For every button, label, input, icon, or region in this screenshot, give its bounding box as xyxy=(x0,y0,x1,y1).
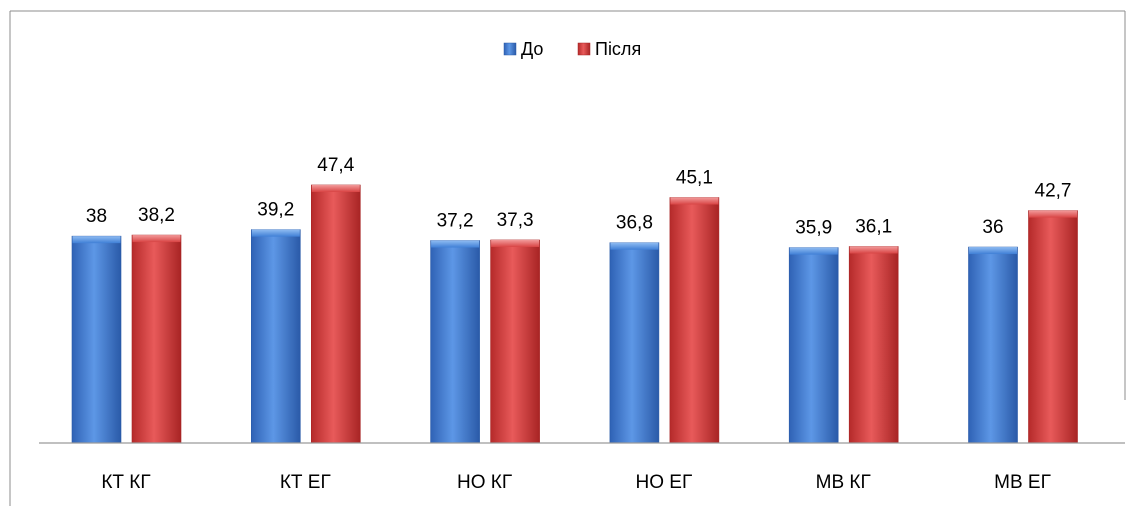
value-label-before-0: 38 xyxy=(86,206,107,227)
bar-cap-after-5 xyxy=(1029,210,1077,218)
bar-after-5 xyxy=(1028,210,1078,444)
bar-cap-after-4 xyxy=(849,246,898,254)
value-label-after-3: 45,1 xyxy=(676,168,713,189)
category-label-5: МВ ЕГ xyxy=(994,472,1051,493)
value-label-after-4: 36,1 xyxy=(855,217,892,238)
bar-before-0 xyxy=(71,235,122,444)
value-label-after-1: 47,4 xyxy=(317,155,354,176)
bar-cap-before-4 xyxy=(789,247,838,255)
legend-label-after: Після xyxy=(595,39,641,59)
value-label-after-0: 38,2 xyxy=(138,205,175,226)
value-label-after-2: 37,3 xyxy=(497,210,534,231)
bar-cap-before-5 xyxy=(969,247,1017,255)
bar-before-5 xyxy=(968,246,1018,444)
value-label-before-1: 39,2 xyxy=(257,200,294,221)
category-label-0: КТ КГ xyxy=(101,472,150,493)
bar-cap-after-3 xyxy=(670,197,719,205)
bar-after-0 xyxy=(131,234,182,444)
bar-cap-before-2 xyxy=(431,240,480,248)
value-labels-group: 38 38,2 39,2 47,4 37,2 37,3 36,8 45,1 35,9 36,1 36… xyxy=(86,155,1072,239)
bar-cap-after-2 xyxy=(491,239,540,247)
category-label-3: НО ЕГ xyxy=(636,472,693,493)
category-labels-group: КТ КГ КТ ЕГ НО КГ НО ЕГ МВ КГ МВ ЕГ xyxy=(101,472,1051,493)
bar-cap-before-0 xyxy=(72,236,121,244)
category-label-4: МВ КГ xyxy=(816,472,871,493)
bar-after-3 xyxy=(669,197,720,444)
bar-before-3 xyxy=(609,242,660,444)
value-label-before-5: 36 xyxy=(982,217,1003,238)
legend-swatch-after xyxy=(577,42,591,56)
bar-cap-before-1 xyxy=(251,229,300,237)
bar-before-1 xyxy=(251,229,301,444)
legend-swatch-before xyxy=(503,42,517,56)
value-label-before-2: 37,2 xyxy=(437,211,474,232)
bar-cap-before-3 xyxy=(610,242,659,250)
bar-after-1 xyxy=(310,184,361,444)
bar-cap-after-0 xyxy=(132,235,181,243)
value-label-before-3: 36,8 xyxy=(616,213,653,234)
category-label-2: НО КГ xyxy=(457,472,512,493)
category-label-1: КТ ЕГ xyxy=(280,472,331,493)
bar-after-4 xyxy=(848,246,899,444)
legend-label-before: До xyxy=(521,39,543,59)
value-label-before-4: 35,9 xyxy=(795,218,832,239)
value-label-after-5: 42,7 xyxy=(1035,181,1072,202)
bar-before-2 xyxy=(430,240,480,444)
bar-cap-after-1 xyxy=(311,185,360,192)
bar-after-2 xyxy=(490,239,540,444)
bars-group xyxy=(71,184,1078,444)
bar-before-4 xyxy=(788,247,839,444)
legend: До Після xyxy=(503,39,641,59)
